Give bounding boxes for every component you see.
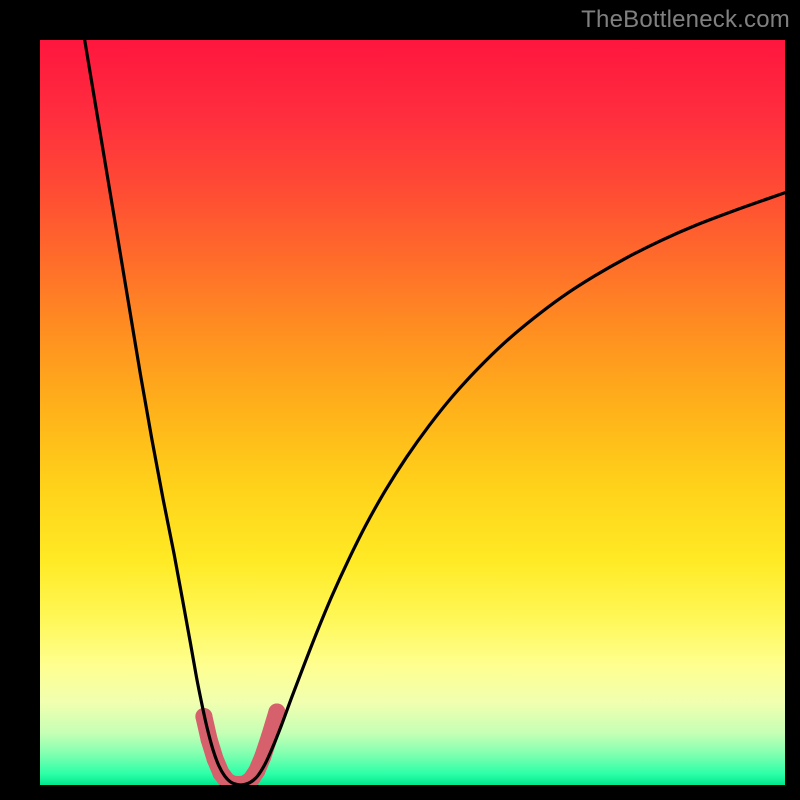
chart-container: TheBottleneck.com — [0, 0, 800, 800]
watermark-label: TheBottleneck.com — [581, 6, 790, 34]
chart-svg — [0, 0, 800, 800]
plot-background — [40, 40, 785, 785]
